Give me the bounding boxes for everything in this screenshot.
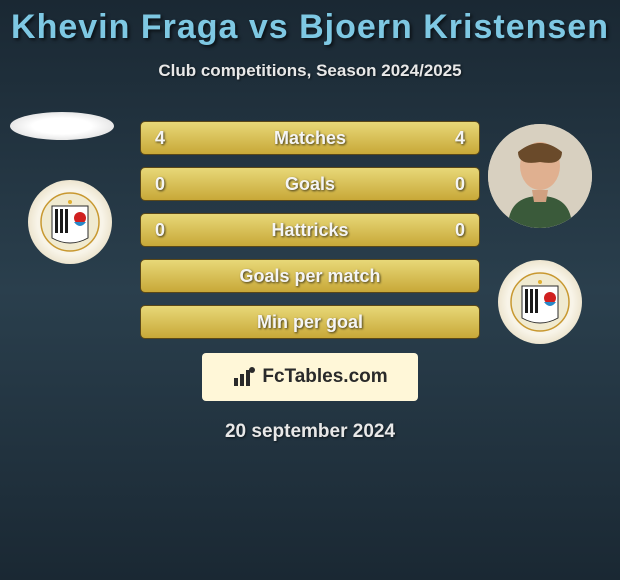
stat-right-value: 0 [455, 174, 465, 195]
stat-row-hattricks: 0 Hattricks 0 [140, 213, 480, 247]
stat-row-goals-per-match: Goals per match [140, 259, 480, 293]
stat-label: Min per goal [257, 312, 363, 333]
brand-badge: FcTables.com [202, 353, 418, 401]
stat-right-value: 0 [455, 220, 465, 241]
brand-text: FcTables.com [262, 366, 387, 388]
stat-row-goals: 0 Goals 0 [140, 167, 480, 201]
stat-row-min-per-goal: Min per goal [140, 305, 480, 339]
bars-icon [232, 366, 256, 388]
stat-label: Matches [274, 128, 346, 149]
stat-label: Goals [285, 174, 335, 195]
stat-left-value: 4 [155, 128, 165, 149]
season-subtitle: Club competitions, Season 2024/2025 [0, 61, 620, 81]
stat-row-matches: 4 Matches 4 [140, 121, 480, 155]
stat-label: Hattricks [271, 220, 348, 241]
stat-left-value: 0 [155, 220, 165, 241]
stats-container: 4 Matches 4 0 Goals 0 0 Hattricks 0 Goal… [0, 121, 620, 339]
stat-right-value: 4 [455, 128, 465, 149]
page-title: Khevin Fraga vs Bjoern Kristensen [0, 0, 620, 47]
date-text: 20 september 2024 [0, 421, 620, 443]
stat-left-value: 0 [155, 174, 165, 195]
stat-label: Goals per match [239, 266, 380, 287]
